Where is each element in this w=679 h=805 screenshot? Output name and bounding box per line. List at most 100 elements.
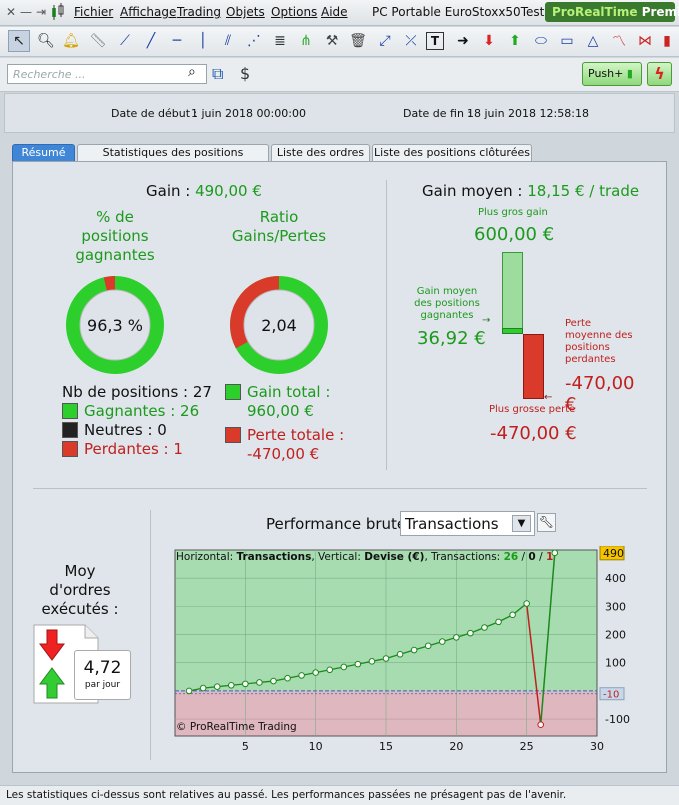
y-tick-label: 100 xyxy=(605,657,626,670)
vertical-divider xyxy=(386,180,387,470)
perf-title: Performance brute xyxy=(266,515,407,533)
lightning-icon: ϟ xyxy=(654,64,665,83)
ruler-icon[interactable]: 📏︎ xyxy=(89,33,107,49)
pin-icon[interactable]: ⇥ xyxy=(36,5,47,19)
ratio-donut-center xyxy=(243,289,315,361)
menu-options[interactable]: Options xyxy=(271,5,318,19)
start-date-label: Date de début : xyxy=(111,107,198,120)
ellipse-icon[interactable]: ⬭ xyxy=(535,33,547,49)
menu-trading[interactable]: Trading xyxy=(177,5,222,19)
orders-title-line1: Moy xyxy=(64,562,96,580)
cross-lines-icon[interactable]: ⤫ xyxy=(405,33,417,49)
pitchfork-icon[interactable]: ⋔ xyxy=(300,33,312,49)
avg-loss-value: -470,00 € xyxy=(565,373,635,415)
perte-totale-swatch xyxy=(225,427,241,443)
tab-statistiques[interactable]: Statistiques des positions clôturées xyxy=(77,144,269,175)
menu-objets[interactable]: Objets xyxy=(226,5,265,19)
tab-liste-ordres[interactable]: Liste des ordres xyxy=(271,144,370,162)
start-date-value: 1 juin 2018 00:00:00 xyxy=(191,107,306,120)
perf-select[interactable]: Transactions ▼ xyxy=(400,511,535,536)
avg-gain-heading: Gain moyen : 18,15 € / trade xyxy=(422,182,639,200)
chevron-down-icon[interactable]: ▼ xyxy=(512,515,531,532)
pct-donut-center xyxy=(79,289,151,361)
pct-title-line3: gagnantes xyxy=(75,246,155,264)
arrow-right-icon[interactable]: ➜ xyxy=(457,33,469,49)
losers-label: Perdantes : 1 xyxy=(84,440,183,458)
search-input[interactable]: Recherche ... xyxy=(7,64,207,84)
gain-total-value: 960,00 € xyxy=(247,402,314,420)
tab-liste-positions[interactable]: Liste des positions clôturées xyxy=(372,144,532,162)
pattern-icon[interactable]: ⋈ xyxy=(638,33,652,49)
y-tick-label: 400 xyxy=(605,572,626,585)
gain-value: 490,00 € xyxy=(195,182,262,200)
lightning-button[interactable]: ϟ xyxy=(647,62,672,86)
segment-icon[interactable]: ⟋ xyxy=(120,33,130,49)
orders-title-line2: d'ordres xyxy=(49,581,111,599)
drawing-toolbar: ↖ 🔍︎ 🔔︎ 📏︎ ⟋ ╱ ─ │ ⫽ ⋰ ≣ ⋔ ⚒ 🗑︎ ⤢ ⤫ T ➜ … xyxy=(0,27,679,57)
text-icon[interactable]: T xyxy=(426,32,444,50)
chart-series xyxy=(185,549,559,729)
gain-label: Gain : xyxy=(146,182,191,200)
x-tick-label: 10 xyxy=(309,740,323,753)
orders-box: 4,72 par jour xyxy=(74,650,131,700)
pct-title-line2: positions xyxy=(81,227,149,245)
line-icon[interactable]: ╱ xyxy=(146,33,156,49)
search-icon[interactable]: ⌕ xyxy=(188,64,196,80)
avg-loss-label-line3: positions xyxy=(565,342,610,353)
neutral-label: Neutres : 0 xyxy=(84,421,167,439)
data-point xyxy=(382,655,390,662)
losers-swatch xyxy=(62,441,78,457)
zigzag-icon[interactable]: 〽 xyxy=(612,34,626,50)
nb-positions: Nb de positions : 27 xyxy=(62,383,212,401)
zoom-icon[interactable]: 🔍︎ xyxy=(37,33,55,49)
menu-aide[interactable]: Aide xyxy=(321,5,348,19)
arrow-down-icon[interactable]: ⬇ xyxy=(483,33,495,49)
push-button[interactable]: Push+ ▮ xyxy=(582,62,642,86)
data-point xyxy=(256,679,263,686)
avg-win-label: Gain moyen des positions gagnantes xyxy=(412,286,482,322)
pct-title: % de positions gagnantes xyxy=(65,208,165,265)
fan-icon[interactable]: ⋰ xyxy=(247,33,261,49)
channel-icon[interactable]: ⫽ xyxy=(224,33,232,49)
fibonacci-icon[interactable]: ≣ xyxy=(274,33,286,49)
alarm-icon[interactable]: 🔔︎ xyxy=(62,33,80,49)
tab-resume[interactable]: Résumé xyxy=(12,144,75,162)
points-icon[interactable]: ⤢ xyxy=(379,33,391,49)
menu-affichage[interactable]: Affichage xyxy=(120,5,177,19)
menu-fichier[interactable]: Fichier xyxy=(74,5,114,19)
ref-value-label: -10 xyxy=(603,690,619,701)
max-loss-label: Plus grosse perte xyxy=(489,404,576,415)
data-point xyxy=(495,618,502,626)
window-screens-icon[interactable]: ⧉ xyxy=(212,64,224,83)
pointer-icon[interactable]: ↖ xyxy=(8,30,30,52)
max-gain-label: Plus gros gain xyxy=(478,207,548,218)
orders-value: 4,72 xyxy=(83,658,122,678)
data-point xyxy=(453,634,460,641)
tools-icon[interactable]: ⚒ xyxy=(325,33,339,49)
more-icon[interactable]: ▮ xyxy=(663,33,671,49)
window-title: PC Portable EuroStoxx50TestRSI xyxy=(372,5,564,19)
wrench-icon[interactable]: 🔧︎ xyxy=(537,513,556,532)
data-point xyxy=(481,624,488,631)
minimize-icon[interactable]: — xyxy=(20,5,32,19)
trash-icon[interactable]: 🗑︎ xyxy=(349,33,367,49)
close-icon[interactable]: ✕ xyxy=(6,5,17,19)
arrow-up-icon[interactable]: ⬆ xyxy=(509,33,521,49)
tx-sep2: / xyxy=(535,551,546,563)
ref-value-tag xyxy=(599,687,625,701)
rectangle-icon[interactable]: ▭ xyxy=(560,33,574,49)
avg-loss-bar xyxy=(523,334,544,399)
disclaimer-footer: Les statistiques ci-dessus sont relative… xyxy=(0,785,679,805)
data-point xyxy=(509,611,516,619)
tx-win: 26 xyxy=(503,551,519,563)
data-point xyxy=(185,687,193,695)
ratio-title-line2: Gains/Pertes xyxy=(231,227,327,245)
triangle-icon[interactable]: △ xyxy=(587,33,599,49)
dollar-settings-icon[interactable]: $ xyxy=(240,64,251,83)
header-t-label: , Transactions: xyxy=(424,551,501,563)
horizontal-line-icon[interactable]: ─ xyxy=(172,33,182,49)
orders-unit: par jour xyxy=(84,680,121,690)
vertical-line-icon[interactable]: │ xyxy=(198,33,208,49)
pct-donut xyxy=(66,276,164,374)
data-point xyxy=(340,663,348,671)
